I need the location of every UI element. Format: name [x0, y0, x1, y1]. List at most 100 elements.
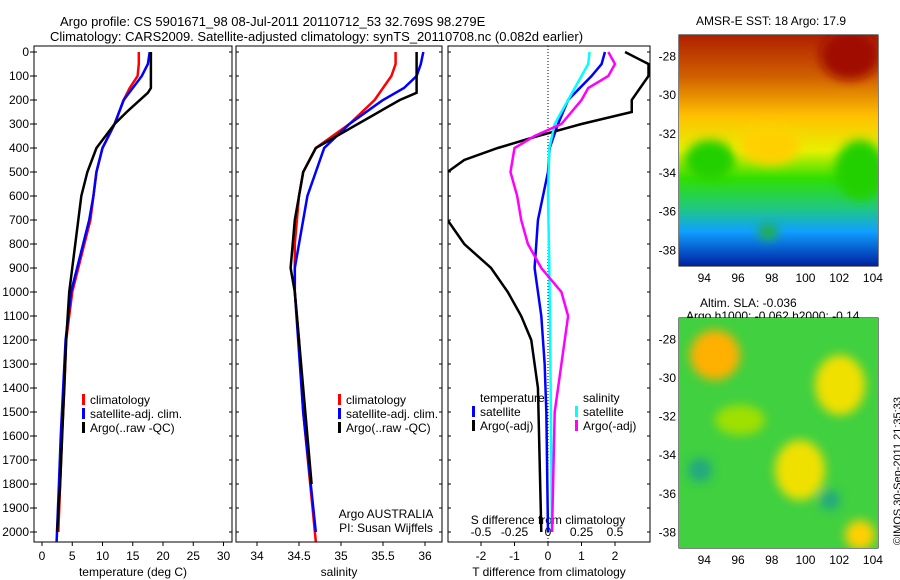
y-tick-label: 1300 — [2, 357, 29, 371]
panel-2-series — [289, 51, 425, 542]
legend-label: Argo(-adj) — [583, 419, 636, 433]
x-tick-label: 20 — [156, 549, 170, 563]
sla-map — [679, 318, 878, 548]
x-tick-label: 10 — [96, 549, 110, 563]
map-x-tick-label: 98 — [765, 553, 779, 567]
map-y-tick-label: -32 — [659, 410, 677, 424]
y-tick-label: 600 — [9, 189, 29, 203]
map-x-tick-label: 104 — [863, 271, 883, 285]
x-tick-label: 2 — [612, 549, 619, 563]
map-y-tick-label: -36 — [659, 487, 677, 501]
y-tick-label: 1800 — [2, 477, 29, 491]
y-tick-label: 200 — [9, 93, 29, 107]
map-x-tick-label: 100 — [795, 553, 815, 567]
map-y-tick-label: -30 — [659, 371, 677, 385]
x2-tick-label: -0.5 — [471, 525, 492, 539]
y-tick-label: 100 — [9, 69, 29, 83]
legend-header-salinity: salinity — [583, 391, 620, 405]
x-tick-label: 0 — [545, 549, 552, 563]
x-tick-label: 35 — [334, 549, 348, 563]
map-x-tick-label: 100 — [795, 271, 815, 285]
annotation-pi: PI: Susan Wijffels — [339, 521, 433, 535]
x2-tick-label: 0.25 — [570, 525, 594, 539]
legend-swatch — [338, 408, 341, 419]
y-tick-label: 700 — [9, 213, 29, 227]
y-tick-label: 1500 — [2, 405, 29, 419]
series-line-argo-raw-qc- — [289, 52, 418, 485]
x2-tick-label: -0.25 — [501, 525, 529, 539]
x2-tick-label: 0.5 — [607, 525, 624, 539]
panel-3-series — [448, 50, 650, 533]
x-tick-label: 34 — [250, 549, 264, 563]
legend-swatch — [338, 422, 341, 433]
legend-swatch — [575, 406, 578, 417]
series-line-s-satellite — [546, 51, 591, 533]
map-x-tick-label: 94 — [698, 553, 712, 567]
legend-label: satellite — [480, 405, 521, 419]
legend-swatch — [82, 394, 85, 405]
y-tick-label: 1700 — [2, 453, 29, 467]
title-line-1: Argo profile: CS 5901671_98 08-Jul-2011 … — [60, 14, 486, 29]
map-y-tick-label: -30 — [659, 88, 677, 102]
series-line-t-satellite — [533, 51, 607, 533]
y-tick-label: 1200 — [2, 333, 29, 347]
sst-map — [679, 35, 878, 266]
legend-swatch — [472, 406, 475, 417]
map-y-tick-label: -38 — [659, 526, 677, 540]
x-tick-label: 36 — [418, 549, 432, 563]
legend-label: Argo(-adj) — [480, 419, 533, 433]
legend-label: satellite — [583, 405, 624, 419]
map-x-tick-label: 96 — [731, 271, 745, 285]
panel-1-series — [55, 51, 153, 542]
y-tick-label: 400 — [9, 141, 29, 155]
panel-1-frame — [33, 45, 233, 543]
legend-label: Argo(..raw -QC) — [346, 421, 431, 435]
x-tick-label: 5 — [69, 549, 76, 563]
series-line-s-argo-adj- — [509, 51, 617, 533]
title-line-2: Climatology: CARS2009. Satellite-adjuste… — [50, 29, 584, 44]
map-y-tick-label: -38 — [659, 243, 677, 257]
map-y-tick-label: -34 — [659, 166, 677, 180]
y-tick-label: 800 — [9, 237, 29, 251]
annotation-float-program: Argo AUSTRALIA — [339, 507, 434, 521]
map-y-tick-label: -28 — [659, 332, 677, 346]
legend-swatch — [472, 420, 475, 431]
x-tick-label: -2 — [476, 549, 487, 563]
x-tick-label: 1 — [578, 549, 585, 563]
map-x-tick-label: 98 — [765, 271, 779, 285]
map2-title-1: Altim. SLA: -0.036 — [700, 296, 797, 310]
series-line-argo-raw-qc- — [55, 52, 153, 533]
legend-header-temperature: temperature — [480, 391, 545, 405]
x-tick-label: 15 — [126, 549, 140, 563]
map-x-tick-label: 102 — [829, 553, 849, 567]
x-tick-label: 35.5 — [371, 549, 395, 563]
map-y-tick-label: -36 — [659, 205, 677, 219]
legend-swatch — [82, 408, 85, 419]
y-tick-label: 500 — [9, 165, 29, 179]
x-tick-label: -1 — [509, 549, 520, 563]
legend-label: Argo(..raw -QC) — [90, 421, 175, 435]
y-tick-label: 1900 — [2, 501, 29, 515]
y-tick-label: 2000 — [2, 525, 29, 539]
y-tick-label: 300 — [9, 117, 29, 131]
series-line-satellite-adj-clim- — [55, 51, 151, 542]
map-x-tick-label: 102 — [829, 271, 849, 285]
legend-label: climatology — [346, 393, 406, 407]
map-y-tick-label: -34 — [659, 448, 677, 462]
x-tick-label: 34.5 — [287, 549, 311, 563]
map-x-tick-label: 94 — [698, 271, 712, 285]
legend-label: climatology — [90, 393, 150, 407]
panel-3-frame — [447, 45, 651, 543]
series-line-t-argo-adj- — [448, 50, 650, 533]
x-axis-label: temperature (deg C) — [79, 565, 187, 579]
map1-title: AMSR-E SST: 18 Argo: 17.9 — [696, 14, 847, 28]
x-tick-label: 0 — [39, 549, 46, 563]
x-tick-label: 25 — [187, 549, 201, 563]
y-tick-label: 1600 — [2, 429, 29, 443]
x-axis-label: salinity — [321, 565, 358, 579]
legend-label: satellite-adj. clim. — [346, 407, 438, 421]
legend-label: satellite-adj. clim. — [90, 407, 182, 421]
y-tick-label: 1100 — [3, 309, 29, 323]
